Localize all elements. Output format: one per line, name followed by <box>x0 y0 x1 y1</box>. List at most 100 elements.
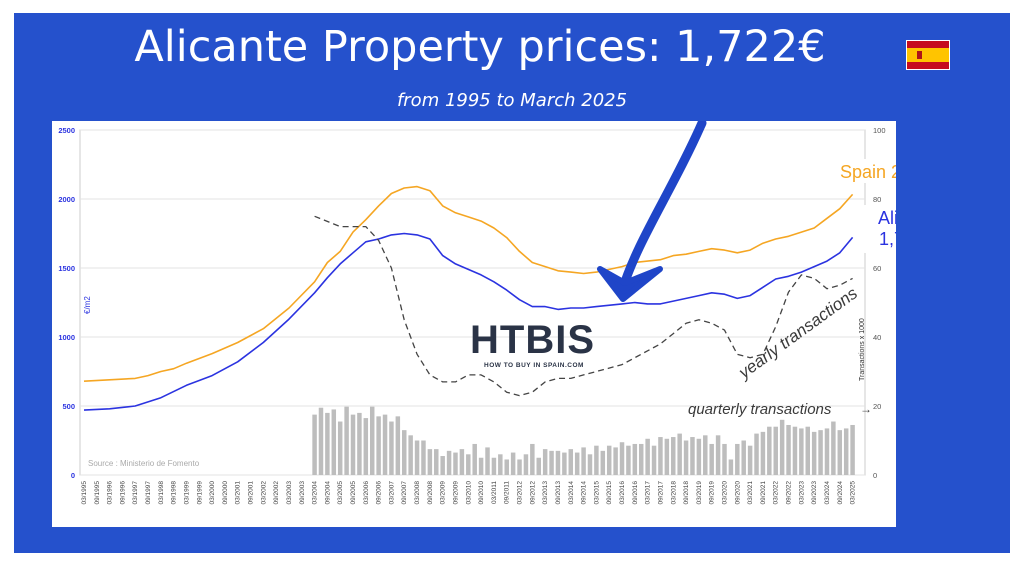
quarterly-bar <box>312 414 317 475</box>
page-subtitle: from 1995 to March 2025 <box>396 90 628 111</box>
y-axis-left-label: €/m2 <box>83 296 92 314</box>
x-tick-label: 03/1999 <box>183 481 190 505</box>
quarterly-bar <box>658 437 663 475</box>
annotation-alicante-value: 1,722€ <box>879 229 896 249</box>
quarterly-bar <box>517 459 522 475</box>
y-tick-right: 40 <box>873 333 881 342</box>
quarterly-bar <box>568 449 574 475</box>
x-tick-label: 03/2014 <box>568 481 575 505</box>
x-tick-label: 03/1997 <box>132 481 139 505</box>
annotation-spain: Spain 2,033€ <box>836 159 970 183</box>
quarterly-bar <box>767 426 772 475</box>
quarterly-bar <box>498 454 503 475</box>
quarterly-bar <box>703 435 708 475</box>
quarterly-bar <box>690 437 695 475</box>
x-tick-label: 03/2016 <box>619 481 626 505</box>
x-tick-label: 03/2022 <box>773 481 780 505</box>
quarterly-bar <box>389 421 394 475</box>
x-tick-label: 09/2008 <box>427 481 434 505</box>
x-tick-label: 09/2017 <box>657 481 664 505</box>
quarterly-bar <box>421 440 426 475</box>
quarterly-bar <box>671 437 676 475</box>
arrow-icon <box>597 118 707 302</box>
x-tick-label: 09/2005 <box>350 481 357 505</box>
y-tick-left: 1000 <box>58 333 75 342</box>
quarterly-bar <box>632 443 638 475</box>
chart-grid <box>79 129 866 476</box>
quarterly-bar <box>440 456 445 475</box>
x-tick-label: 03/2003 <box>286 481 293 505</box>
quarterly-bar <box>549 450 554 475</box>
quarterly-bar <box>799 428 804 475</box>
x-tick-label: 09/2024 <box>837 481 844 505</box>
x-tick-label: 09/2014 <box>581 481 588 505</box>
quarterly-bar <box>459 449 465 475</box>
x-tick-label: 03/2011 <box>491 481 498 504</box>
x-tick-label: 09/1996 <box>119 481 126 505</box>
x-tick-label: 03/2024 <box>824 481 831 505</box>
quarterly-bar <box>677 433 682 475</box>
x-tick-label: 09/2018 <box>683 481 690 505</box>
quarterly-bar <box>510 452 516 475</box>
x-tick-label: 03/2015 <box>593 481 600 505</box>
quarterly-bar <box>754 433 759 475</box>
x-tick-label: 03/2021 <box>747 481 754 505</box>
quarterly-bar <box>363 418 369 475</box>
x-tick-label: 03/2007 <box>388 481 395 505</box>
flag-stripe-top <box>907 41 949 48</box>
quarterly-bar <box>779 419 785 475</box>
quarterly-bar <box>408 435 413 475</box>
x-tick-label: 03/2005 <box>337 481 344 505</box>
quarterly-bar <box>709 443 714 475</box>
x-tick-label: 03/2010 <box>465 481 472 505</box>
quarterly-bar <box>562 452 567 475</box>
x-tick-label: 09/2000 <box>222 481 229 505</box>
x-tick-label: 09/2012 <box>529 481 536 505</box>
y-tick-right: 80 <box>873 195 881 204</box>
quarterly-bar <box>805 426 811 475</box>
quarterly-bar <box>843 428 849 475</box>
quarterly-bar <box>600 450 606 475</box>
flag-stripe-middle <box>907 48 949 62</box>
quarterly-bar <box>645 438 650 475</box>
quarterly-bar <box>850 424 855 475</box>
x-tick-label: 09/1995 <box>94 481 101 505</box>
x-tick-label: 03/2002 <box>260 481 267 505</box>
chart-source: Source : Ministerio de Fomento <box>88 459 200 468</box>
htbis-logo-main: HTBIS <box>470 318 595 362</box>
x-tick-label: 03/2004 <box>312 481 319 505</box>
quarterly-bar <box>434 449 439 475</box>
y-tick-right: 60 <box>873 264 881 273</box>
y-tick-left: 0 <box>71 471 75 480</box>
chart-lines <box>83 185 854 411</box>
annotation-quarterly-arrow-icon: → <box>860 402 872 416</box>
quarterly-bar <box>536 457 541 475</box>
y-tick-left: 500 <box>62 402 75 411</box>
x-tick-label: 03/2008 <box>414 481 421 505</box>
quarterly-bar <box>831 421 836 475</box>
quarterly-bar <box>491 457 497 475</box>
x-tick-label: 09/2022 <box>786 481 793 505</box>
quarterly-bar <box>382 414 388 475</box>
y-tick-left: 1500 <box>58 264 75 273</box>
x-tick-label: 03/2013 <box>542 481 549 505</box>
annotation-alicante-name: Alicante <box>878 208 896 228</box>
htbis-logo: HTBIS HOW TO BUY IN SPAIN.COM <box>470 318 595 369</box>
quarterly-bar <box>523 454 529 475</box>
x-tick-label: 03/1998 <box>158 481 165 505</box>
x-tick-label: 09/2004 <box>324 481 331 505</box>
chart-panel: 0 500 1000 1500 2000 2500 0 20 40 60 80 100 03/1995 0… <box>52 118 970 527</box>
x-tick-label: 09/2003 <box>299 481 306 505</box>
chart-axes: 0 500 1000 1500 2000 2500 0 20 40 60 80 100 03/1995 0… <box>58 126 885 505</box>
quarterly-bar <box>472 443 477 475</box>
x-tick-label: 09/2019 <box>709 481 716 505</box>
x-tick-label: 09/2006 <box>376 481 383 505</box>
x-tick-label: 09/1998 <box>171 481 178 505</box>
annotation-yearly-transactions: yearly transactions <box>734 283 861 383</box>
x-tick-label: 09/2009 <box>452 481 459 505</box>
quarterly-bar <box>555 450 561 475</box>
x-tick-label: 09/2001 <box>248 481 255 505</box>
quarterly-bar <box>683 440 689 475</box>
quarterly-bar <box>715 435 721 475</box>
x-tick-label: 09/2013 <box>555 481 562 505</box>
